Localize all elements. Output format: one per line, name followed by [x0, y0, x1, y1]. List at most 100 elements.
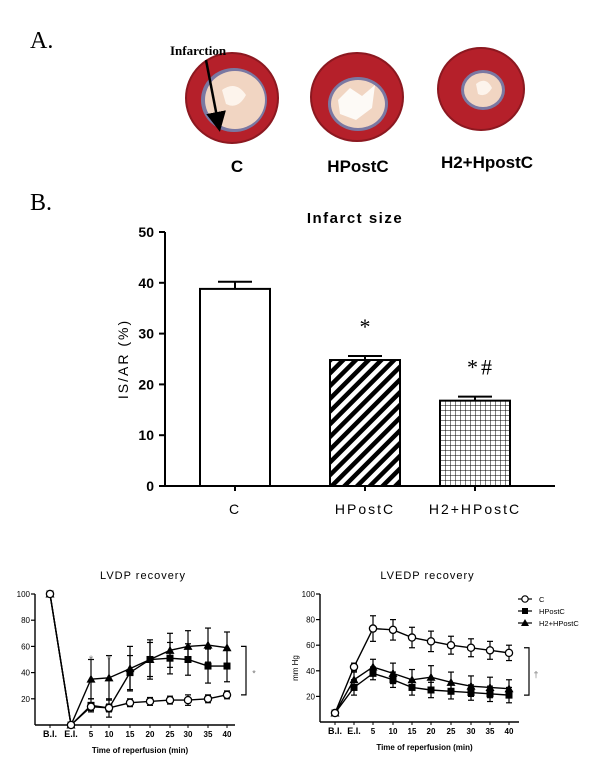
- legend-item: HPostC: [518, 607, 565, 616]
- chart-title: LVEDP recovery: [380, 570, 474, 582]
- data-point: [426, 637, 436, 646]
- data-point: [183, 695, 193, 705]
- data-point: [223, 662, 231, 670]
- legend-marker: [521, 595, 529, 603]
- x-tick-label: 25: [166, 730, 175, 739]
- data-point: [467, 689, 475, 697]
- infarction-label: Infarction: [170, 43, 227, 58]
- data-point: [407, 633, 417, 642]
- data-point: [203, 640, 213, 649]
- x-axis-label: Time of reperfusion (min): [376, 743, 473, 752]
- series-line: [49, 593, 228, 727]
- chart-title: Infarct size: [307, 210, 403, 227]
- series-line: [49, 593, 228, 728]
- y-tick-label: 40: [306, 667, 315, 676]
- x-tick-label: 20: [146, 730, 155, 739]
- heart-slice-hpostc: [310, 52, 404, 142]
- y-tick-label: 20: [21, 695, 30, 704]
- data-point: [126, 669, 134, 677]
- data-point: [104, 673, 114, 682]
- y-axis-label: IS/AR (%): [115, 319, 131, 399]
- data-point: [408, 683, 416, 691]
- data-point: [145, 697, 155, 706]
- x-tick-label: E.I.: [347, 726, 361, 736]
- legend-label: HPostC: [539, 607, 565, 616]
- data-point: [146, 656, 154, 663]
- x-tick-label: 40: [223, 730, 232, 739]
- legend-label: H2+HPostC: [539, 619, 579, 628]
- data-point: [349, 662, 359, 672]
- data-point: [86, 674, 96, 683]
- data-point: [447, 687, 455, 695]
- series-line: [334, 672, 510, 714]
- data-point: [486, 690, 494, 698]
- y-tick-label: 80: [306, 616, 315, 625]
- data-point: [165, 695, 175, 705]
- data-point: [426, 672, 436, 681]
- x-tick-label: C: [229, 501, 241, 517]
- data-point: [104, 703, 114, 713]
- legend-item: H2+HPostC: [518, 619, 579, 628]
- y-tick-label: 50: [138, 224, 154, 240]
- y-tick-label: 30: [138, 326, 154, 342]
- data-point: [466, 643, 476, 653]
- data-point: [427, 686, 435, 694]
- data-point: [389, 676, 397, 684]
- bar: [329, 359, 401, 487]
- data-point: [330, 708, 340, 718]
- data-point: [222, 690, 232, 700]
- heart-label-hpostc: HPostC: [327, 157, 388, 176]
- x-tick-label: B.I.: [43, 729, 57, 739]
- data-point: [369, 669, 377, 677]
- bar: [199, 287, 271, 487]
- chart-title: LVDP recovery: [100, 570, 186, 582]
- x-tick-label: HPostC: [335, 501, 395, 517]
- data-point: [388, 625, 398, 635]
- y-tick-label: 60: [306, 641, 315, 650]
- y-tick-label: 100: [17, 590, 31, 599]
- data-point: [86, 702, 96, 711]
- significance-marker: *: [89, 654, 94, 666]
- infarction-arrow: [204, 59, 226, 132]
- significance-bracket: [241, 645, 247, 696]
- heart-slice-c: [185, 52, 279, 144]
- y-tick-label: 20: [138, 376, 154, 392]
- y-tick-label: 80: [21, 616, 30, 625]
- y-tick-label: 0: [146, 478, 154, 494]
- data-point: [350, 683, 358, 691]
- significance-marker: *: [360, 314, 371, 339]
- data-point: [485, 646, 495, 655]
- x-tick-label: 30: [184, 730, 193, 739]
- data-point: [125, 698, 135, 707]
- x-tick-label: 35: [486, 727, 495, 736]
- heart-slice-h2-hpostc: [437, 47, 525, 131]
- x-tick-label: 40: [505, 727, 514, 736]
- series-line: [334, 666, 510, 714]
- x-tick-label: 10: [389, 727, 398, 736]
- bar: [439, 399, 511, 488]
- data-point: [222, 643, 232, 652]
- y-tick-label: 10: [138, 427, 154, 443]
- x-axis-label: Time of reperfusion (min): [92, 746, 189, 755]
- significance-bracket: [524, 647, 530, 696]
- panel-a-label: A.: [30, 28, 54, 54]
- lvedp-recovery-chart: LVEDP recovery 20 40 60 80 100 mm Hg B.I. E.I. 5 1…: [291, 570, 579, 752]
- significance-marker: *: [107, 654, 112, 666]
- y-tick-label: 40: [138, 275, 154, 291]
- x-tick-label: 15: [126, 730, 135, 739]
- heart-label-c: C: [231, 157, 243, 176]
- legend-label: C: [539, 595, 545, 604]
- x-tick-label: 5: [371, 727, 376, 736]
- legend-item: C: [518, 595, 545, 604]
- y-axis-label: mm Hg: [291, 655, 300, 681]
- data-point: [166, 654, 174, 662]
- data-point: [504, 648, 514, 658]
- y-tick-label: 60: [21, 642, 30, 651]
- significance-marker: *: [252, 669, 256, 679]
- infarct-size-chart: Infarct size 0 10 20 30 40 50 IS/AR (%) C HPostC H…: [115, 210, 555, 517]
- data-point: [204, 662, 212, 670]
- y-tick-label: 100: [302, 590, 316, 599]
- data-point: [446, 640, 456, 650]
- data-point: [184, 656, 192, 663]
- x-tick-label: 5: [89, 730, 94, 739]
